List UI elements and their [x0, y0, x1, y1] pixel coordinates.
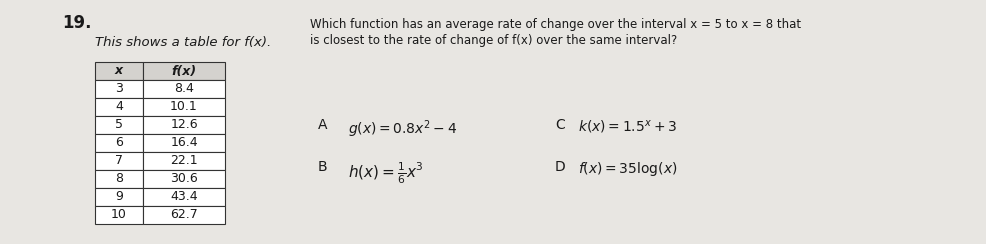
Bar	[143, 206, 225, 224]
Text: 8.4: 8.4	[175, 82, 194, 95]
Bar	[143, 62, 225, 80]
Text: 22.1: 22.1	[171, 154, 198, 167]
Bar	[143, 116, 225, 134]
Text: B: B	[318, 160, 327, 174]
Bar	[143, 170, 225, 188]
Bar	[95, 188, 143, 206]
Bar	[95, 152, 143, 170]
Text: is closest to the rate of change of f(x) over the same interval?: is closest to the rate of change of f(x)…	[310, 34, 677, 47]
Bar	[143, 188, 225, 206]
Text: 10.1: 10.1	[171, 101, 198, 113]
Bar	[95, 62, 143, 80]
Bar	[143, 80, 225, 98]
Text: 6: 6	[115, 136, 123, 150]
Text: D: D	[555, 160, 566, 174]
Bar	[95, 98, 143, 116]
Text: 3: 3	[115, 82, 123, 95]
Bar	[95, 206, 143, 224]
Text: This shows a table for f(x).: This shows a table for f(x).	[95, 36, 271, 49]
Text: 9: 9	[115, 191, 123, 203]
Text: $f(x) = 35\log(x)$: $f(x) = 35\log(x)$	[578, 160, 677, 178]
Bar	[95, 116, 143, 134]
Bar	[95, 80, 143, 98]
Text: 19.: 19.	[62, 14, 92, 32]
Text: f(x): f(x)	[172, 64, 196, 78]
Bar	[143, 152, 225, 170]
Text: Which function has an average rate of change over the interval x = 5 to x = 8 th: Which function has an average rate of ch…	[310, 18, 801, 31]
Text: 12.6: 12.6	[171, 119, 198, 132]
Text: 10: 10	[111, 209, 127, 222]
Text: $h(x) = \frac{1}{6}x^3$: $h(x) = \frac{1}{6}x^3$	[348, 160, 424, 186]
Bar	[95, 170, 143, 188]
Text: 30.6: 30.6	[171, 173, 198, 185]
Bar	[143, 134, 225, 152]
Text: $k(x) = 1.5^x + 3$: $k(x) = 1.5^x + 3$	[578, 118, 677, 135]
Text: A: A	[318, 118, 327, 132]
Text: 16.4: 16.4	[171, 136, 198, 150]
Bar	[95, 134, 143, 152]
Text: 43.4: 43.4	[171, 191, 198, 203]
Text: 8: 8	[115, 173, 123, 185]
Text: 4: 4	[115, 101, 123, 113]
Text: 62.7: 62.7	[171, 209, 198, 222]
Text: 5: 5	[115, 119, 123, 132]
Text: $g(x) = 0.8x^2 - 4$: $g(x) = 0.8x^2 - 4$	[348, 118, 458, 140]
Text: C: C	[555, 118, 565, 132]
Text: 7: 7	[115, 154, 123, 167]
Bar	[143, 98, 225, 116]
Text: x: x	[115, 64, 123, 78]
